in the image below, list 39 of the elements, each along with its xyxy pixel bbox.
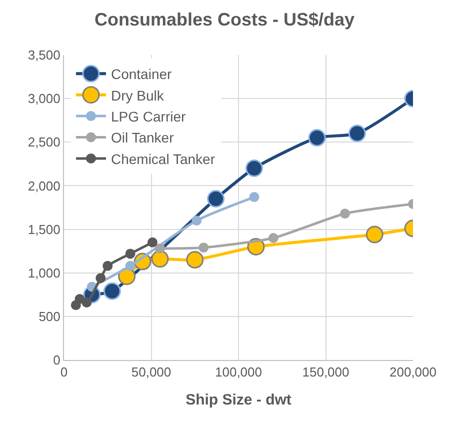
y-tick-label: 1,000: [28, 265, 60, 280]
point: [82, 297, 92, 308]
x-tick-label: 200,000: [390, 364, 436, 380]
point: [366, 226, 384, 244]
legend-label: Oil Tanker: [110, 130, 174, 146]
y-tick-label: 500: [38, 308, 60, 324]
point: [102, 260, 113, 271]
point: [125, 260, 136, 271]
y-tick-label: 3,500: [28, 48, 60, 63]
point: [348, 124, 366, 142]
legend-label: Container: [110, 66, 172, 82]
point: [268, 233, 278, 243]
point: [249, 192, 260, 202]
x-axis-title: Ship Size - dwt: [186, 392, 292, 409]
y-tick-label: 3,000: [28, 91, 60, 106]
point: [198, 242, 209, 253]
point: [154, 243, 165, 254]
point: [308, 129, 326, 147]
y-tick-label: 1,500: [28, 222, 60, 237]
point: [147, 237, 158, 248]
point: [96, 273, 106, 284]
y-tick-label: 2,500: [28, 134, 60, 150]
legend-label: Dry Bulk: [110, 87, 165, 104]
point: [340, 208, 350, 219]
x-tick-label: 50,000: [131, 364, 172, 380]
point: [192, 216, 202, 226]
chart-title: Consumables Costs - US$/day: [94, 10, 355, 30]
point: [103, 282, 121, 300]
y-tick-label: 0: [53, 352, 60, 368]
point: [125, 248, 136, 259]
legend-label: LPG Carrier: [110, 108, 186, 125]
legend-label: Chemical Tanker: [110, 150, 216, 167]
point: [186, 251, 204, 269]
point: [151, 250, 169, 268]
y-tick-label: 2,000: [28, 178, 60, 194]
x-tick-label: 100,000: [215, 364, 262, 380]
x-tick-label: 150,000: [302, 364, 350, 380]
point: [245, 160, 263, 178]
point: [207, 190, 225, 208]
